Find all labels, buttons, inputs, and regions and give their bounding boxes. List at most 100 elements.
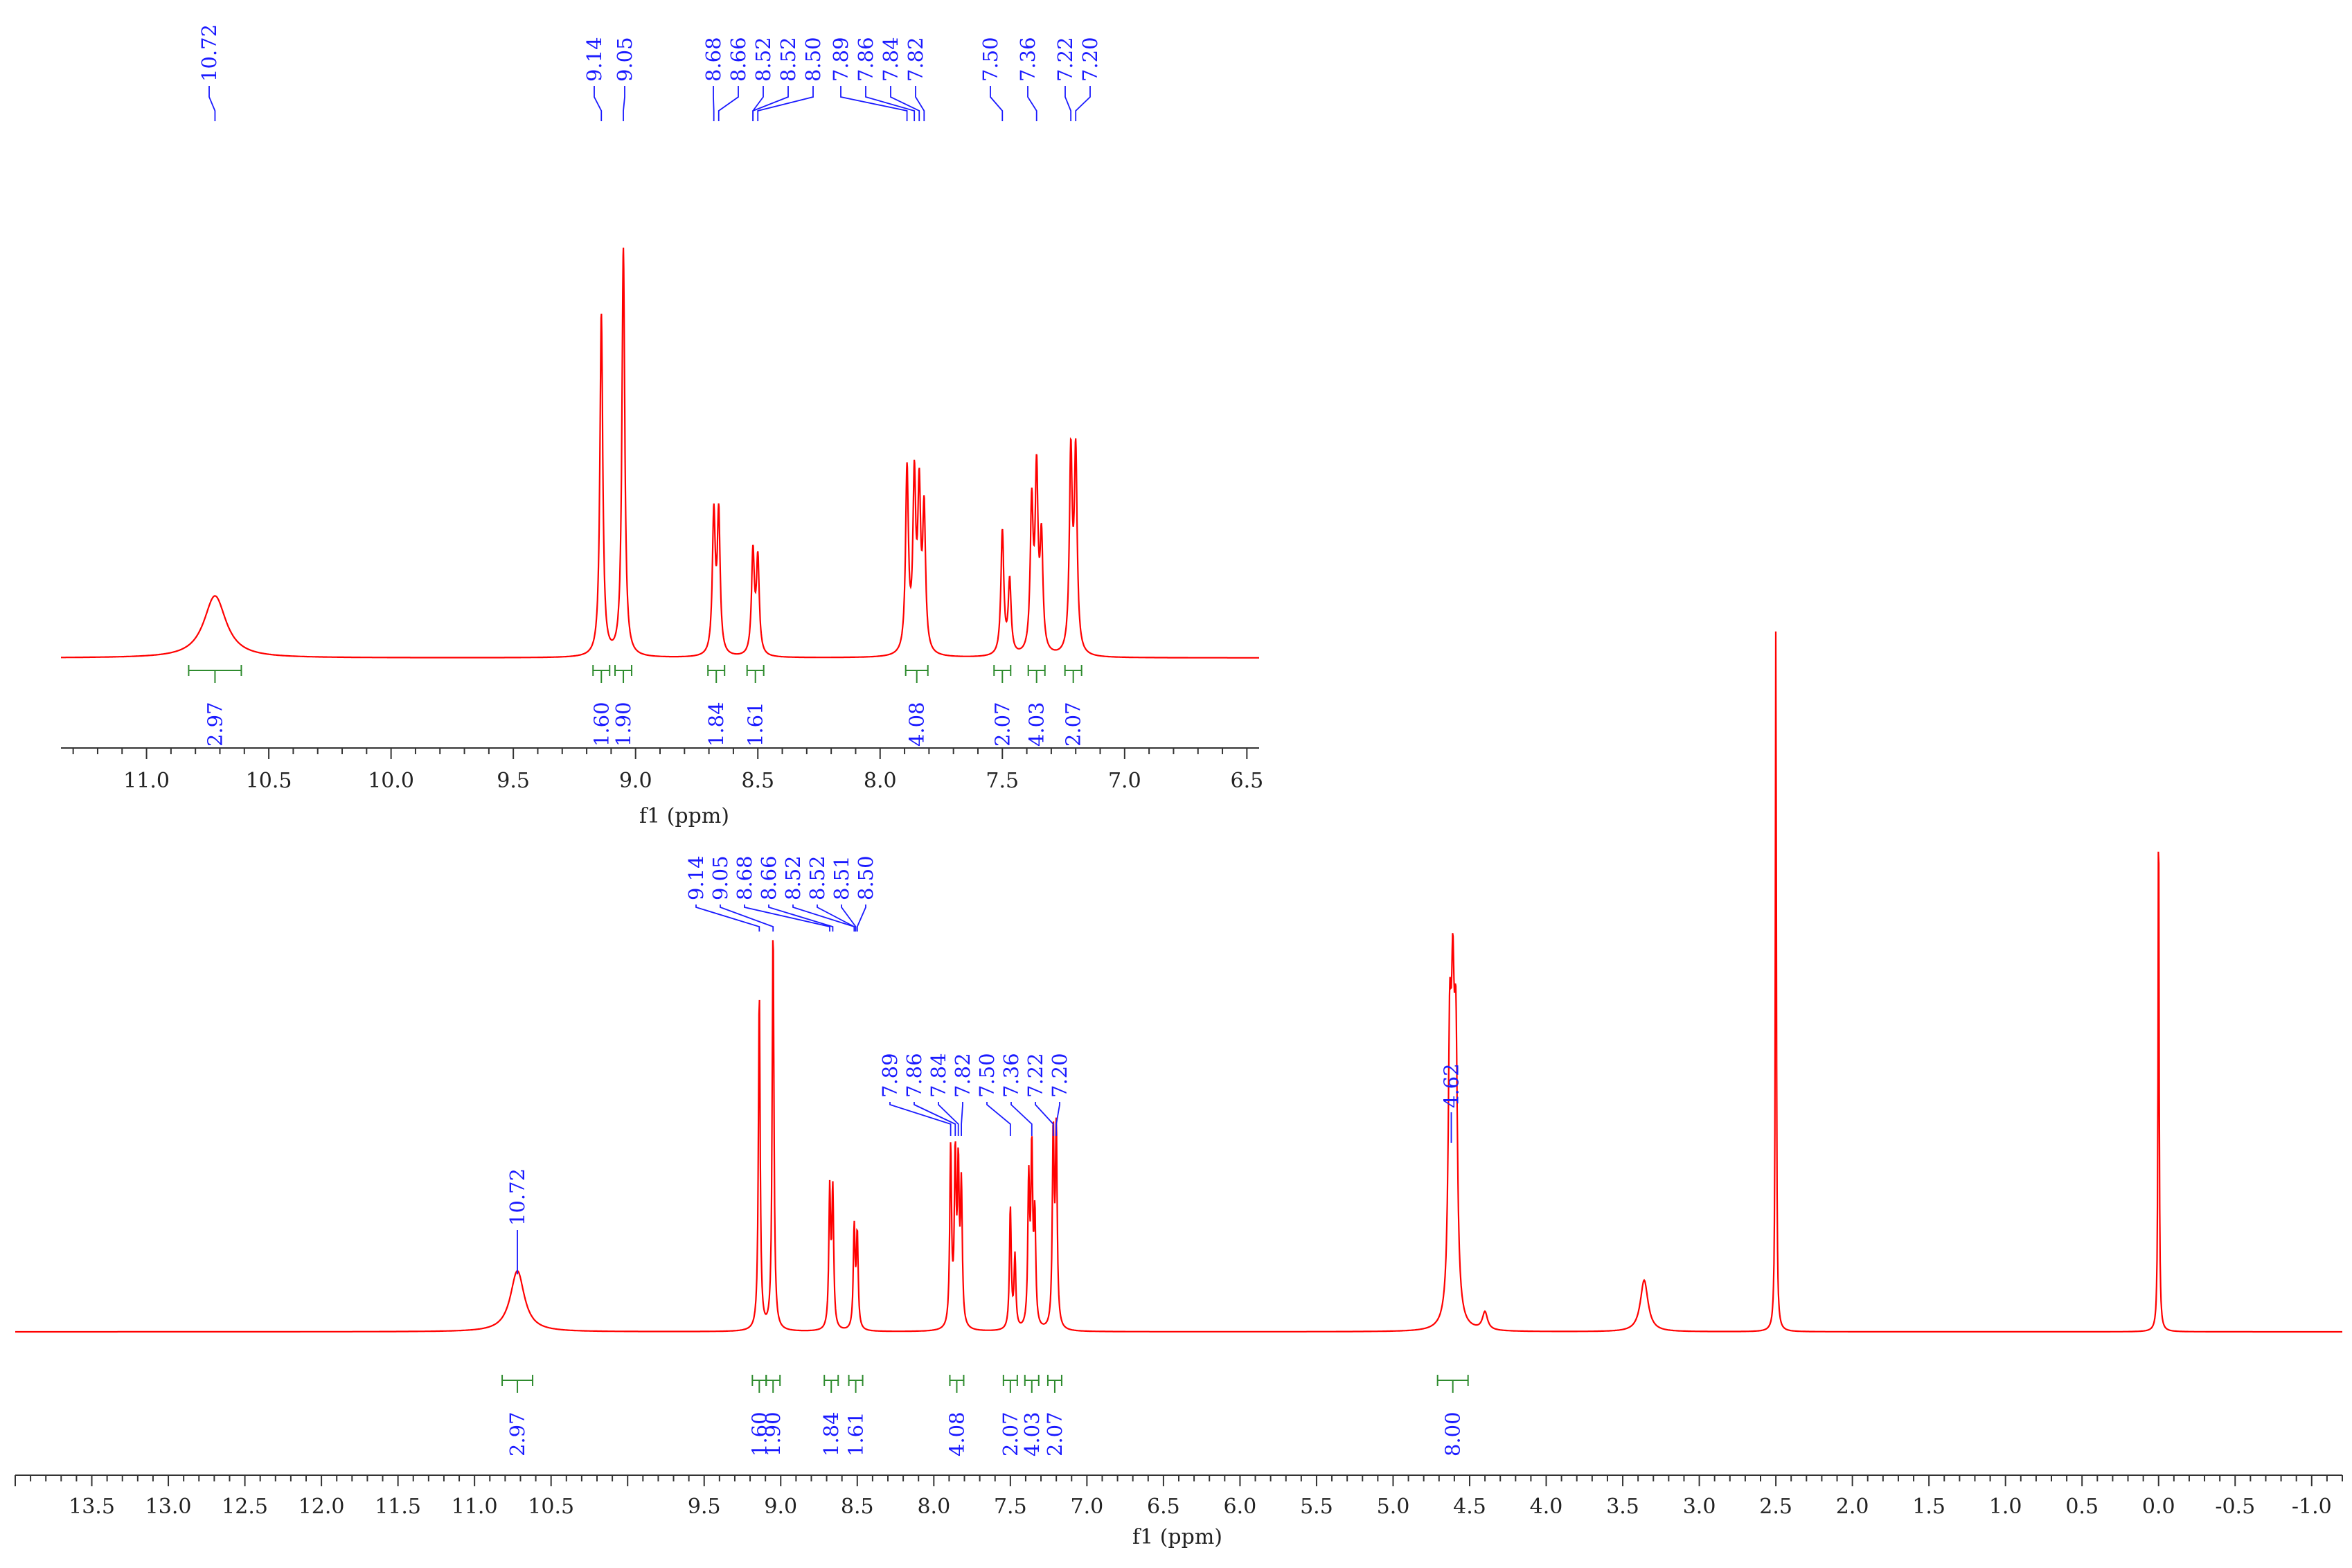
inset-tick-label: 9.0 <box>619 769 652 793</box>
inset-peak-leader <box>990 86 1004 121</box>
inset-spectrum-trace <box>61 247 1259 659</box>
main-peak-label: 7.20 <box>1048 1053 1071 1098</box>
main-peak-label: 8.52 <box>805 855 829 900</box>
main-peak-label: 9.05 <box>709 855 732 900</box>
main-peak-leader <box>856 905 866 932</box>
inset-peak-leader <box>890 86 920 121</box>
main-tick-label: 2.5 <box>1759 1495 1792 1519</box>
inset-integral-label: 1.84 <box>704 702 728 747</box>
inset-peak-leader <box>865 86 916 121</box>
inset-tick-label: 7.5 <box>986 769 1019 793</box>
main-peak-label: 7.82 <box>951 1053 974 1098</box>
inset-peak-label: 7.84 <box>879 37 902 82</box>
main-tick-label: 7.0 <box>1071 1495 1104 1519</box>
inset-peak-leader <box>752 86 789 121</box>
inset-tick-label: 9.5 <box>497 769 530 793</box>
inset-peak-leader <box>718 86 739 121</box>
main-peak-leader <box>1055 1102 1060 1136</box>
inset-integral-label: 1.60 <box>589 702 613 747</box>
main-integral-label: 2.07 <box>999 1411 1022 1456</box>
inset-peak-label: 9.05 <box>613 37 636 82</box>
inset-peak-label: 7.20 <box>1078 37 1102 82</box>
inset-tick-label: 10.5 <box>246 769 292 793</box>
main-tick-label: 11.0 <box>452 1495 498 1519</box>
main-tick-label: 6.0 <box>1224 1495 1257 1519</box>
inset-peak-label: 7.82 <box>904 37 927 82</box>
main-peak-label: 7.84 <box>927 1053 950 1098</box>
inset-peak-label: 8.68 <box>702 37 725 82</box>
main-peak-label: 7.89 <box>878 1053 902 1098</box>
main-tick-label: 9.0 <box>764 1495 797 1519</box>
main-tick-label: 13.5 <box>69 1495 115 1519</box>
inset-peak-label: 9.14 <box>582 37 606 82</box>
inset-peak-leader <box>713 86 715 121</box>
main-peak-leader <box>961 1102 963 1136</box>
main-integral-label: 1.61 <box>844 1411 868 1456</box>
inset-peak-leader <box>757 86 814 121</box>
inset-tick-label: 11.0 <box>123 769 170 793</box>
inset-peak-label: 8.50 <box>801 37 825 82</box>
main-tick-label: 11.5 <box>375 1495 421 1519</box>
main-peak-label: 8.52 <box>781 855 805 900</box>
inset-peak-label: 10.72 <box>197 24 221 82</box>
main-tick-label: 5.5 <box>1300 1495 1333 1519</box>
main-peak-leader <box>695 905 760 932</box>
inset-peak-label: 7.36 <box>1016 37 1040 82</box>
main-peak-leader <box>914 1102 956 1136</box>
main-peak-leader <box>938 1102 959 1136</box>
main-tick-label: 10.5 <box>528 1495 574 1519</box>
main-tick-label: 6.5 <box>1147 1495 1180 1519</box>
inset-integral-label: 4.03 <box>1025 702 1049 747</box>
inset-integral-label: 1.90 <box>612 702 635 747</box>
main-peak-leader <box>889 1102 952 1136</box>
main-peak-leader <box>744 905 830 932</box>
main-tick-label: 8.0 <box>917 1495 950 1519</box>
main-peak-label: 8.51 <box>830 855 853 900</box>
main-peak-leader <box>768 905 834 932</box>
inset-peak-label: 7.50 <box>979 37 1002 82</box>
main-tick-label: 3.0 <box>1683 1495 1716 1519</box>
main-integral-label: 2.07 <box>1043 1411 1067 1456</box>
inset-peak-label: 8.52 <box>776 37 800 82</box>
main-tick-label: 4.5 <box>1453 1495 1486 1519</box>
main-tick-label: 1.5 <box>1912 1495 1945 1519</box>
main-peak-leader <box>986 1102 1011 1136</box>
inset-peak-leader <box>1027 86 1037 121</box>
main-x-axis: 13.5 13.0 12.5 12.0 11.5 11.0 10.5 9.5 9.0 8.5 8.0… <box>15 1475 2343 1519</box>
inset-peak-leader <box>1075 86 1091 121</box>
inset-tick-label: 8.5 <box>741 769 774 793</box>
main-spectrum-panel: 10.729.14 9.05 8.68 8.66 8.52 8.52 8.51 8.507.8… <box>15 631 2343 1549</box>
inset-integral-label: 4.08 <box>905 702 929 747</box>
inset-peak-label: 8.52 <box>751 37 775 82</box>
main-integral-label: 1.84 <box>819 1411 843 1456</box>
main-integral-label: 1.90 <box>761 1411 785 1456</box>
main-peak-leader <box>1010 1102 1033 1136</box>
main-peak-leader <box>1035 1102 1054 1136</box>
main-tick-label: 0.5 <box>2065 1495 2099 1519</box>
main-tick-label: 7.5 <box>994 1495 1027 1519</box>
main-spectrum-trace <box>15 631 2342 1333</box>
main-tick-label: 4.0 <box>1530 1495 1563 1519</box>
inset-tick-label: 10.0 <box>368 769 414 793</box>
main-tick-label: 8.5 <box>841 1495 874 1519</box>
main-tick-label: 12.5 <box>222 1495 268 1519</box>
inset-peak-leader <box>1064 86 1072 121</box>
main-peak-labels: 10.729.14 9.05 8.68 8.66 8.52 8.52 8.51 8.507.8… <box>506 855 1463 1274</box>
main-tick-label: 5.0 <box>1377 1495 1410 1519</box>
main-tick-label: 12.0 <box>299 1495 345 1519</box>
inset-tick-label: 8.0 <box>864 769 897 793</box>
inset-tick-label: 6.5 <box>1230 769 1263 793</box>
inset-integral-label: 2.97 <box>203 702 226 747</box>
inset-spectrum-panel: 10.72 9.14 9.05 8.68 8.66 8.52 8.52 8.50 7.89 7.8… <box>61 24 1263 828</box>
main-peak-label: 7.22 <box>1024 1053 1047 1098</box>
main-tick-label: 0.0 <box>2142 1495 2175 1519</box>
main-peak-label: 7.36 <box>999 1053 1023 1098</box>
inset-peak-label: 7.86 <box>854 37 877 82</box>
main-peak-label: 8.50 <box>854 855 877 900</box>
main-integral-label: 2.97 <box>506 1411 529 1456</box>
inset-peak-label: 7.89 <box>829 37 853 82</box>
inset-integral-label: 1.61 <box>744 702 767 747</box>
inset-x-axis: 11.0 10.5 10.0 9.5 9.0 8.5 8.0 7.5 7.0 6.5 <box>61 747 1263 793</box>
main-integral-label: 8.00 <box>1441 1411 1465 1456</box>
